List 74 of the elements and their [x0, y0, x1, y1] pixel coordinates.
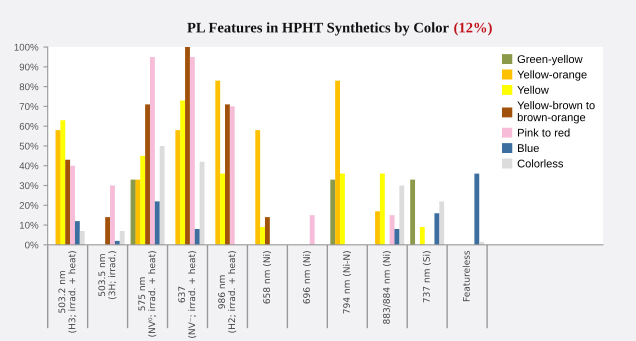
bar [145, 104, 150, 245]
bar [190, 56, 195, 245]
y-tick-label: 40% [19, 162, 38, 170]
bar [65, 160, 70, 245]
y-tick-label: 70% [20, 103, 38, 110]
x-tick-label: 637 (NV⁻; irrad. + heat) [178, 251, 196, 338]
bar [110, 186, 115, 245]
bar [160, 146, 165, 245]
y-tick-label: 50% [20, 142, 38, 150]
bar [220, 174, 226, 245]
legend-label: Pink to red [518, 128, 570, 137]
bar [310, 215, 315, 245]
bar [80, 230, 85, 245]
y-tick-label: 30% [20, 182, 38, 190]
bar [60, 120, 66, 245]
chart-title: PL Features in HPHT Synthetics by Color [187, 22, 449, 36]
legend-label: Colorless [518, 159, 564, 168]
legend-label: Yellow-brown to brown-orange [517, 101, 595, 124]
bar [215, 80, 220, 245]
bar [375, 211, 380, 245]
bar [380, 174, 385, 245]
bar [439, 201, 444, 245]
x-tick-label: 503.2 nm (H3; irrad. + heat) [58, 251, 76, 333]
bar [70, 166, 75, 245]
y-tick-label: 10% [20, 222, 38, 229]
bar [330, 180, 336, 245]
bar [140, 156, 146, 245]
bar [185, 47, 190, 245]
bar [130, 180, 136, 245]
x-tick-label: 883/884 nm (Ni) [382, 251, 391, 324]
bar [194, 229, 200, 245]
y-tick-label: 80% [20, 83, 38, 90]
x-tick-label: 737 nm (Si) [422, 251, 431, 302]
bar [474, 174, 480, 245]
bar [200, 162, 204, 245]
bar [105, 217, 110, 245]
bar [230, 106, 235, 245]
y-tick-label: 60% [20, 122, 38, 130]
text: (12%) [454, 22, 492, 36]
y-tick-label: 90% [20, 64, 38, 70]
x-tick-label: 696 nm (Ni) [302, 251, 312, 304]
legend-label: Blue [518, 144, 539, 152]
bar [410, 180, 416, 245]
x-tick-label: 986 nm (H2; irrad. + heat) [218, 251, 236, 333]
y-tick-label: 0% [25, 242, 38, 248]
x-tick-label: 503.5 nm (3H; irrad.) [98, 251, 116, 300]
bar [150, 56, 155, 245]
y-tick-label: 100% [14, 44, 38, 51]
y-tick-label: 20% [20, 202, 38, 209]
bar [56, 130, 60, 245]
bar [340, 174, 345, 245]
x-tick-label: 658 nm (Ni) [263, 251, 272, 304]
legend-label: Yellow [517, 86, 549, 94]
x-tick-label: 575 nm (NV⁰; irrad. + heat) [138, 251, 156, 337]
bar [399, 186, 404, 245]
bar [180, 100, 186, 245]
bar [74, 221, 80, 245]
bar [420, 227, 425, 245]
bar [434, 213, 440, 245]
bar [335, 80, 340, 245]
bar [264, 217, 270, 245]
bar [120, 230, 125, 245]
x-tick-label: Featureless [462, 250, 470, 302]
bar [225, 104, 230, 245]
bar [175, 130, 180, 245]
bar [154, 201, 160, 245]
x-tick-label: 794 nm (Ni-N) [342, 251, 351, 314]
legend-label: Green-yellow [518, 54, 583, 66]
bar [390, 215, 395, 245]
bar [255, 130, 260, 245]
legend-label: Yellow-orange [517, 70, 587, 81]
bar [135, 180, 140, 245]
bar [394, 229, 400, 245]
bar [260, 227, 265, 245]
